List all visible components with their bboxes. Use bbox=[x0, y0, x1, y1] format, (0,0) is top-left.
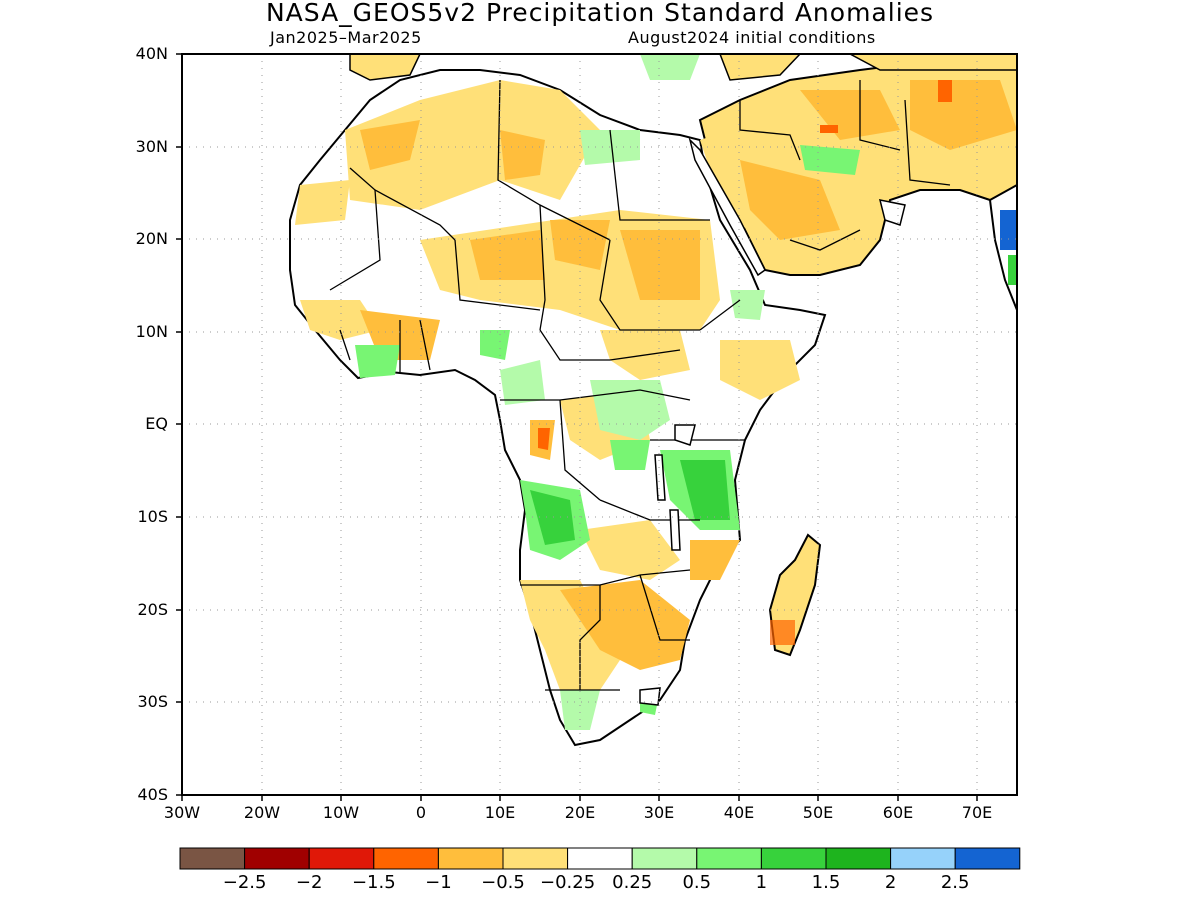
colorbar-label: −2 bbox=[295, 872, 323, 893]
dry-anomaly-patches bbox=[295, 80, 1017, 690]
colorbar-swatch bbox=[502, 847, 569, 870]
lat-label: 10N bbox=[135, 322, 168, 341]
colorbar-label: −1 bbox=[425, 872, 452, 893]
wet-anomaly-patches bbox=[355, 54, 860, 730]
forecast-period: Jan2025–Mar2025 bbox=[270, 28, 422, 47]
chart-title: NASA_GEOS5v2 Precipitation Standard Anom… bbox=[265, 0, 935, 27]
axis-ticks bbox=[176, 53, 978, 801]
colorbar-swatch bbox=[760, 847, 827, 870]
colorbar-swatch bbox=[308, 847, 375, 870]
lat-label: 20N bbox=[135, 229, 168, 248]
colorbar-swatch bbox=[631, 847, 698, 870]
colorbar-swatch bbox=[244, 847, 310, 870]
colorbar bbox=[179, 847, 1021, 870]
lat-label: 40S bbox=[137, 785, 168, 804]
colorbar-swatch bbox=[696, 847, 762, 870]
lon-label: 10E bbox=[484, 803, 516, 822]
lon-label: 50E bbox=[802, 803, 834, 822]
colorbar-label: −0.25 bbox=[540, 872, 596, 893]
colorbar-swatch bbox=[437, 847, 504, 870]
country-borders bbox=[329, 79, 951, 691]
lon-label: 20E bbox=[564, 803, 596, 822]
colorbar-label: 0.25 bbox=[612, 872, 653, 893]
lon-label: 0 bbox=[415, 803, 427, 822]
lon-label: 20W bbox=[243, 803, 281, 822]
lon-label: 30E bbox=[643, 803, 675, 822]
europe-landmass bbox=[349, 54, 421, 81]
colorbar-label: 2 bbox=[884, 872, 897, 893]
colorbar-swatch bbox=[179, 847, 246, 870]
lon-label: 60E bbox=[882, 803, 914, 822]
lon-label: 10W bbox=[322, 803, 360, 822]
lat-label: 30N bbox=[135, 137, 168, 156]
initial-conditions: August2024 initial conditions bbox=[628, 28, 876, 47]
lat-label: EQ bbox=[145, 414, 168, 433]
lat-label: 30S bbox=[137, 692, 168, 711]
colorbar-swatch bbox=[373, 847, 439, 870]
lat-label: 10S bbox=[137, 507, 168, 526]
lon-label: 30W bbox=[163, 803, 201, 822]
colorbar-label: −0.5 bbox=[481, 872, 525, 893]
colorbar-swatch bbox=[954, 847, 1021, 870]
colorbar-swatch bbox=[825, 847, 892, 870]
lat-label: 40N bbox=[135, 44, 168, 63]
colorbar-label: 1 bbox=[755, 872, 768, 893]
colorbar-label: −2.5 bbox=[222, 872, 267, 893]
colorbar-label: −1.5 bbox=[351, 872, 396, 893]
lat-label: 20S bbox=[137, 600, 168, 619]
colorbar-label: 1.5 bbox=[811, 872, 841, 893]
colorbar-label: 0.5 bbox=[682, 872, 712, 893]
colorbar-swatch bbox=[890, 847, 956, 870]
map-area bbox=[289, 54, 1017, 747]
lon-label: 70E bbox=[961, 803, 993, 822]
colorbar-label: 2.5 bbox=[940, 872, 970, 893]
colorbar-swatch bbox=[567, 847, 633, 870]
lon-label: 40E bbox=[723, 803, 755, 822]
